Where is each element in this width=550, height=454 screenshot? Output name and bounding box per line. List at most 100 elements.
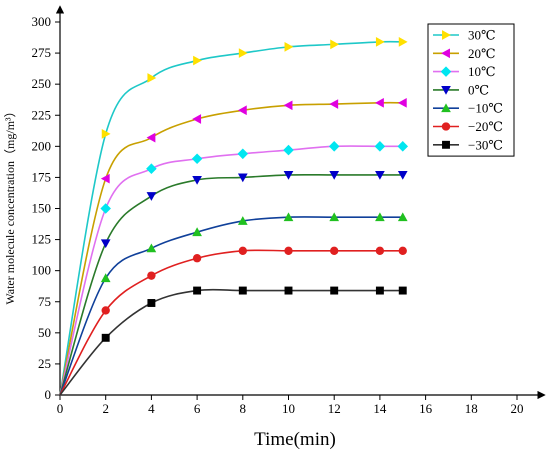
data-point (397, 212, 408, 222)
legend-marker (442, 140, 450, 149)
data-point (330, 246, 339, 255)
data-point (146, 132, 156, 143)
data-point (192, 114, 202, 124)
data-point (329, 99, 339, 109)
y-tick-label: 200 (32, 138, 52, 153)
series-layer (59, 37, 409, 396)
x-tick-label: 8 (240, 401, 247, 416)
legend-marker (440, 66, 452, 77)
x-tick-label: 20 (511, 401, 524, 416)
legend-entry-label: −10℃ (468, 101, 503, 116)
x-tick-label: 4 (148, 401, 155, 416)
data-point (284, 286, 293, 295)
data-point (283, 212, 294, 222)
series-line (59, 249, 403, 396)
data-point (191, 153, 203, 165)
data-point (283, 170, 294, 180)
data-point (237, 105, 247, 116)
y-tick-label: 150 (32, 201, 52, 216)
legend-entry-label: 30℃ (468, 28, 496, 43)
legend-entry-label: 0℃ (468, 82, 489, 97)
series-group (59, 141, 409, 396)
series-line (59, 173, 403, 396)
data-point (101, 129, 111, 139)
data-point (147, 299, 156, 307)
data-point (100, 239, 111, 249)
data-point (375, 170, 385, 180)
data-point (193, 55, 202, 66)
data-point (330, 39, 340, 50)
data-point (329, 170, 340, 180)
y-tick-label: 50 (38, 325, 51, 340)
series-line (59, 40, 403, 396)
data-point (238, 48, 248, 58)
data-point (101, 306, 110, 315)
data-point (146, 243, 157, 253)
x-tick-label: 14 (373, 401, 387, 416)
y-tick-label: 300 (32, 14, 52, 29)
legend: 30℃ 20℃ 10℃ 0℃ −10℃ −20℃ −30℃ (427, 23, 515, 157)
series-line (59, 145, 403, 396)
data-point (283, 144, 294, 156)
y-tick-label: 0 (45, 387, 52, 402)
y-tick-label: 100 (32, 263, 52, 278)
series-group (59, 246, 407, 396)
data-point (398, 246, 407, 255)
series-line (59, 101, 403, 396)
x-tick-label: 2 (102, 401, 109, 416)
data-point (192, 254, 202, 263)
data-point (374, 141, 386, 152)
data-point (375, 212, 385, 222)
data-point (375, 286, 384, 295)
series-line (59, 216, 403, 396)
data-point (398, 286, 407, 295)
data-point (330, 286, 339, 295)
legend-marker (441, 103, 451, 113)
data-point (100, 203, 111, 214)
series-line (59, 288, 403, 396)
series-group (59, 212, 408, 396)
legend-marker (441, 122, 451, 131)
y-tick-label: 125 (32, 232, 52, 247)
data-point (284, 42, 294, 52)
y-tick-label: 175 (32, 169, 52, 184)
data-point (375, 246, 385, 255)
y-axis-label: Water molecule concentration（mg/m³） (3, 105, 17, 304)
x-tick-label: 10 (282, 401, 295, 416)
data-point (238, 286, 247, 295)
series-group (59, 97, 407, 396)
legend-entry-label: 20℃ (468, 46, 496, 61)
x-tick-label: 0 (57, 401, 64, 416)
data-point (146, 163, 157, 174)
x-tick-label: 6 (194, 401, 201, 416)
data-point (237, 148, 249, 160)
y-tick-label: 225 (32, 107, 52, 122)
series-group (59, 286, 407, 396)
data-point (101, 333, 110, 342)
data-point (329, 212, 340, 222)
x-tick-label: 12 (328, 401, 341, 416)
data-point (397, 170, 408, 180)
legend-marker (441, 85, 451, 95)
legend-entry-label: −20℃ (468, 119, 503, 134)
data-point (237, 173, 248, 183)
data-point (147, 271, 156, 280)
data-point (192, 227, 202, 237)
y-tick-label: 250 (32, 76, 52, 91)
legend-marker (442, 30, 451, 40)
axes: 0 2 4 6 8 10 12 14 16 18 2002550751001251501752002… (32, 5, 546, 416)
x-axis-label: Time(min) (254, 429, 336, 450)
data-point (146, 192, 157, 201)
data-point (328, 141, 340, 152)
data-point (100, 173, 110, 184)
x-tick-label: 18 (465, 401, 478, 416)
y-tick-label: 25 (38, 356, 51, 371)
data-point (397, 141, 409, 152)
data-point (375, 97, 384, 108)
data-point (238, 246, 247, 255)
data-point (192, 175, 202, 185)
data-point (237, 216, 248, 225)
legend-entry-label: 10℃ (468, 64, 496, 79)
data-point (193, 286, 202, 295)
